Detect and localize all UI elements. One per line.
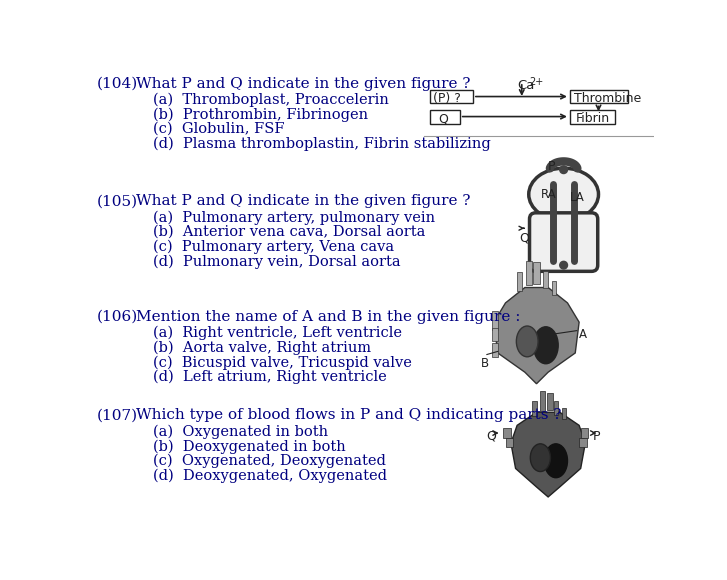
Text: (106): (106)	[97, 310, 138, 324]
Text: (a)  Pulmonary artery, pulmonary vein: (a) Pulmonary artery, pulmonary vein	[153, 211, 435, 225]
Text: (a)  Right ventricle, Left ventricle: (a) Right ventricle, Left ventricle	[153, 326, 402, 340]
Text: (a)  Thromboplast, Proaccelerin: (a) Thromboplast, Proaccelerin	[153, 93, 389, 107]
Text: RA: RA	[540, 188, 556, 201]
Text: (P) ?: (P) ?	[433, 92, 460, 106]
Ellipse shape	[534, 327, 558, 364]
Bar	[430, 110, 459, 124]
Text: Q: Q	[486, 430, 496, 443]
Bar	[547, 393, 553, 410]
Bar	[491, 343, 498, 357]
Text: (c)  Bicuspid valve, Tricuspid valve: (c) Bicuspid valve, Tricuspid valve	[153, 356, 411, 369]
Bar	[491, 328, 498, 342]
Text: Fibrin: Fibrin	[576, 113, 610, 125]
Bar	[430, 90, 473, 103]
Text: P: P	[548, 161, 555, 173]
Text: What P and Q indicate in the given figure ?: What P and Q indicate in the given figur…	[136, 194, 470, 208]
Bar	[539, 392, 545, 411]
Bar	[534, 262, 539, 284]
Bar	[570, 90, 628, 103]
Text: (b)  Aorta valve, Right atrium: (b) Aorta valve, Right atrium	[153, 340, 371, 355]
Text: What P and Q indicate in the given figure ?: What P and Q indicate in the given figur…	[136, 77, 470, 90]
Bar	[491, 311, 498, 330]
Text: LA: LA	[570, 191, 585, 204]
Bar	[553, 401, 558, 415]
Bar	[570, 110, 615, 124]
Circle shape	[560, 166, 568, 173]
Text: (d)  Deoxygenated, Oxygenated: (d) Deoxygenated, Oxygenated	[153, 469, 387, 483]
Text: B: B	[481, 357, 489, 370]
Bar	[532, 401, 537, 416]
Text: (107): (107)	[97, 408, 138, 422]
Ellipse shape	[516, 326, 538, 357]
Bar	[562, 408, 566, 419]
Circle shape	[560, 262, 568, 269]
Text: Which type of blood flows in P and Q indicating parts ?: Which type of blood flows in P and Q ind…	[136, 408, 561, 422]
Polygon shape	[494, 288, 579, 384]
Text: Mention the name of A and B in the given figure :: Mention the name of A and B in the given…	[136, 310, 521, 324]
Text: Thrombine: Thrombine	[574, 92, 641, 106]
Text: (a)  Oxygenated in both: (a) Oxygenated in both	[153, 425, 328, 439]
Text: (105): (105)	[97, 194, 138, 208]
Ellipse shape	[545, 444, 568, 478]
Text: Ca: Ca	[517, 79, 534, 92]
Text: (d)  Pulmonary vein, Dorsal aorta: (d) Pulmonary vein, Dorsal aorta	[153, 255, 401, 269]
Text: P: P	[593, 430, 601, 443]
Bar	[517, 272, 522, 291]
Bar	[503, 429, 511, 438]
Ellipse shape	[530, 444, 550, 472]
Text: (c)  Globulin, FSF: (c) Globulin, FSF	[153, 122, 284, 136]
Bar	[581, 429, 588, 438]
Text: (c)  Oxygenated, Deoxygenated: (c) Oxygenated, Deoxygenated	[153, 454, 386, 468]
Bar	[579, 438, 587, 447]
Text: 2+: 2+	[529, 77, 543, 88]
Text: (b)  Deoxygenated in both: (b) Deoxygenated in both	[153, 439, 345, 454]
Text: Q: Q	[520, 231, 529, 244]
Text: (b)  Prothrombin, Fibrinogen: (b) Prothrombin, Fibrinogen	[153, 107, 368, 122]
Text: Q: Q	[438, 113, 448, 125]
Bar	[544, 271, 548, 288]
Text: (b)  Anterior vena cava, Dorsal aorta: (b) Anterior vena cava, Dorsal aorta	[153, 225, 425, 239]
Polygon shape	[511, 412, 585, 497]
Text: (d)  Plasma thromboplastin, Fibrin stabilizing: (d) Plasma thromboplastin, Fibrin stabil…	[153, 137, 491, 151]
Ellipse shape	[529, 168, 598, 220]
Text: (d)  Left atrium, Right ventricle: (d) Left atrium, Right ventricle	[153, 370, 387, 385]
Text: (c)  Pulmonary artery, Vena cava: (c) Pulmonary artery, Vena cava	[153, 240, 394, 254]
Text: (104): (104)	[97, 77, 138, 90]
Bar	[526, 260, 532, 285]
Bar	[505, 438, 513, 447]
Bar	[552, 281, 556, 295]
Text: A: A	[579, 328, 587, 341]
FancyBboxPatch shape	[529, 213, 598, 271]
